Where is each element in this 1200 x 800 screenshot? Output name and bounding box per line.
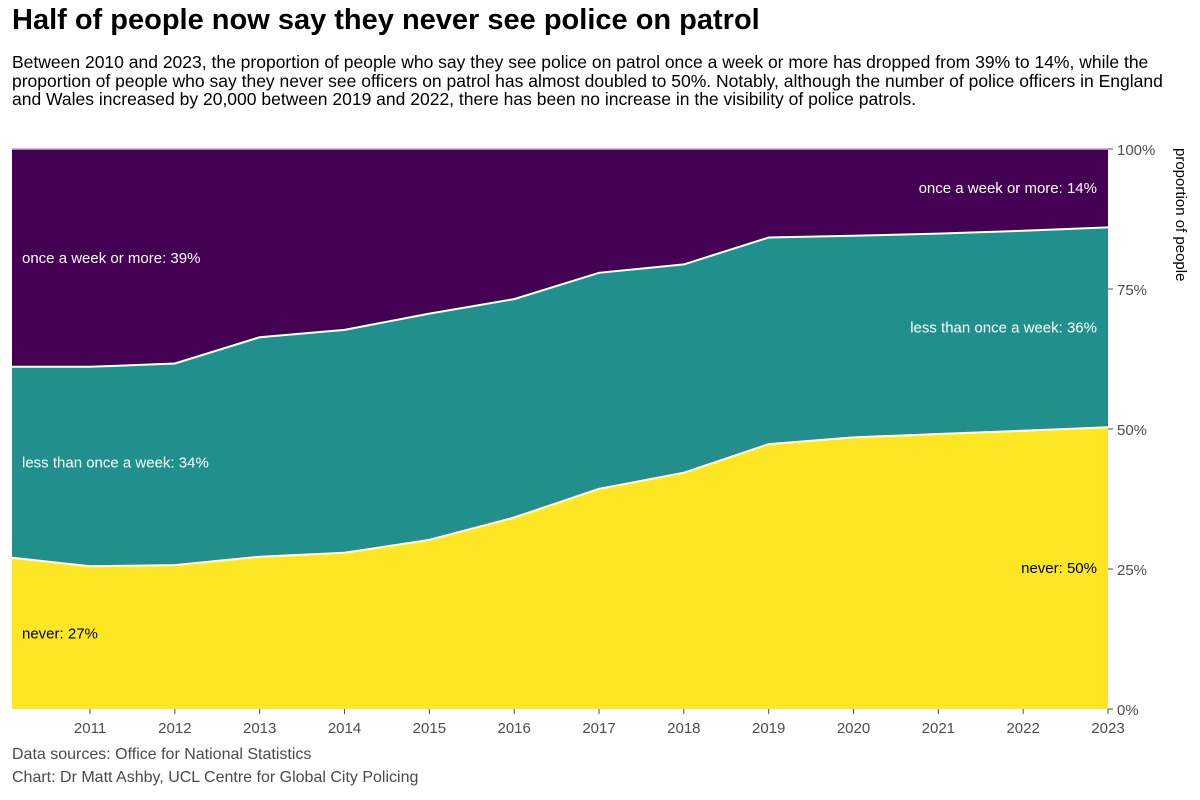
y-tick-label: 50% (1117, 422, 1147, 439)
y-axis-label: proportion of people (1172, 148, 1189, 281)
area-never (12, 427, 1108, 709)
y-tick-label: 100% (1117, 142, 1155, 159)
x-tick-label: 2013 (243, 720, 276, 737)
x-tick-label: 2021 (922, 720, 955, 737)
x-tick-label: 2023 (1091, 720, 1124, 737)
area-less-than-once-a-week (12, 227, 1108, 567)
x-tick-label: 2018 (667, 720, 700, 737)
x-tick-label: 2015 (413, 720, 446, 737)
y-tick-label: 25% (1117, 562, 1147, 579)
area-label-end: never: 50% (1021, 560, 1097, 577)
chart-credit-caption: Chart: Dr Matt Ashby, UCL Centre for Glo… (12, 769, 419, 786)
area-once-a-week-or-more (12, 149, 1108, 367)
area-labels: never: 27% never: 50% less than once a wee… (22, 180, 1097, 642)
boundary-line (12, 226, 1109, 368)
x-axis: 2011 2012 2013 2014 2015 2016 2017 2018 2019 2020… (74, 709, 1125, 737)
area-label-start: once a week or more: 39% (22, 250, 200, 267)
x-tick-label: 2020 (837, 720, 870, 737)
x-tick-label: 2022 (1006, 720, 1039, 737)
area-label-end: less than once a week: 36% (910, 319, 1097, 336)
area-layers (12, 149, 1108, 709)
area-label-end: once a week or more: 14% (919, 180, 1097, 197)
y-tick-label: 75% (1117, 282, 1147, 299)
area-label-start: never: 27% (22, 625, 98, 642)
boundary-line (11, 426, 1109, 568)
chart-subtitle: Between 2010 and 2023, the proportion of… (12, 52, 1163, 109)
x-tick-label: 2012 (158, 720, 191, 737)
boundary-lines (11, 148, 1109, 568)
area-label-start: less than once a week: 34% (22, 454, 209, 471)
x-tick-label: 2016 (498, 720, 531, 737)
y-tick-label: 0% (1117, 702, 1139, 719)
x-tick-label: 2017 (582, 720, 615, 737)
data-sources-caption: Data sources: Office for National Statis… (12, 746, 312, 763)
x-tick-label: 2014 (328, 720, 361, 737)
x-tick-label: 2019 (752, 720, 785, 737)
y-axis: 0% 25% 50% 75% 100% (1108, 142, 1155, 719)
x-tick-label: 2011 (74, 720, 106, 737)
chart-title: Half of people now say they never see po… (12, 4, 760, 36)
